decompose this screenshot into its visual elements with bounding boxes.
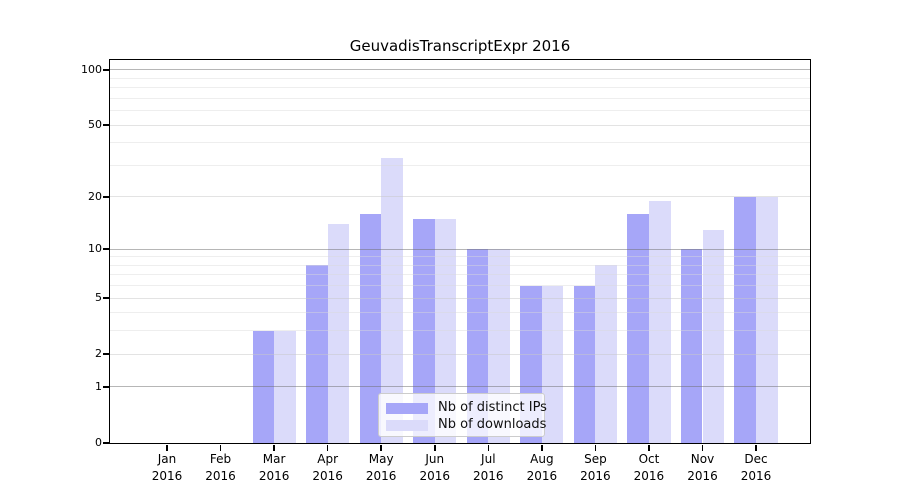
gridline-minor-80	[110, 87, 810, 89]
x-tick-label-may-2016: May 2016	[365, 452, 397, 483]
x-tick-may	[380, 444, 382, 451]
y-tick-label-2: 2	[95, 347, 102, 361]
gridline-mid-5	[110, 297, 810, 299]
x-tick-label-oct-2016: Oct 2016	[633, 452, 665, 483]
gridline-minor-70	[110, 97, 810, 99]
x-tick-dec	[755, 444, 757, 451]
legend-item-downloads: Nb of downloads	[386, 417, 547, 433]
bar-downloads-nov	[702, 229, 725, 443]
x-tick-aug	[541, 444, 543, 451]
gridline-minor-7	[110, 274, 810, 276]
gridline-major-10	[110, 248, 810, 250]
gridline-minor-90	[110, 77, 810, 79]
y-tick-100	[102, 69, 109, 71]
y-tick-label-0: 0	[95, 436, 102, 449]
legend-swatch-downloads	[386, 419, 428, 431]
gridline-minor-4	[110, 312, 810, 314]
x-tick-label-feb-2016: Feb 2016	[205, 452, 236, 483]
gridline-minor-6	[110, 285, 810, 287]
gridline-minor-60	[110, 110, 810, 112]
x-tick-feb	[219, 444, 222, 451]
gridline-minor-9	[110, 256, 810, 258]
legend-swatch-distinct-ips	[386, 402, 428, 414]
bar-distinct-ips-dec	[734, 196, 757, 443]
y-tick-1	[102, 386, 109, 388]
gridline-minor-40	[110, 142, 810, 144]
bar-downloads-oct	[648, 200, 671, 443]
gridline-mid-50	[110, 124, 810, 126]
bar-distinct-ips-oct	[627, 213, 649, 443]
bar-distinct-ips-sep	[573, 285, 596, 443]
y-tick-label-20: 20	[88, 189, 102, 203]
x-tick-jan	[166, 444, 168, 451]
y-tick-50	[102, 124, 109, 126]
gridline-mid-2	[110, 353, 810, 355]
x-tick-label-mar-2016: Mar 2016	[258, 452, 290, 483]
x-tick-nov	[701, 444, 704, 451]
gridline-major-100	[110, 69, 810, 71]
bar-distinct-ips-may	[359, 213, 382, 443]
x-tick-label-jan-2016: Jan 2016	[151, 452, 183, 483]
y-tick-label-100: 100	[81, 62, 102, 76]
y-tick-5	[102, 297, 109, 299]
bar-downloads-apr	[327, 224, 350, 443]
x-tick-label-aug-2016: Aug 2016	[526, 452, 558, 483]
x-tick-sep	[594, 444, 597, 451]
gridline-mid-20	[110, 196, 810, 198]
y-tick-2	[102, 353, 109, 355]
bar-downloads-aug	[541, 285, 564, 443]
x-tick-label-jun-2016: Jun 2016	[419, 452, 451, 483]
legend-label-downloads: Nb of downloads	[438, 417, 547, 432]
gridline-minor-30	[110, 164, 810, 166]
x-tick-label-sep-2016: Sep 2016	[580, 452, 611, 483]
x-tick-jun	[434, 444, 436, 451]
x-tick-label-nov-2016: Nov 2016	[687, 452, 718, 483]
legend-label-distinct-ips: Nb of distinct IPs	[438, 400, 547, 415]
gridline-minor-8	[110, 264, 810, 266]
legend: Nb of distinct IPs Nb of downloads	[378, 393, 547, 437]
x-tick-oct	[648, 444, 650, 451]
y-tick-0	[102, 442, 109, 444]
x-tick-label-apr-2016: Apr 2016	[312, 452, 343, 483]
bar-distinct-ips-nov	[680, 249, 703, 443]
x-tick-label-dec-2016: Dec 2016	[740, 452, 772, 483]
plot-area: Nb of distinct IPs Nb of downloads	[102, 58, 811, 451]
chart-title: GeuvadisTranscriptExpr 2016	[349, 37, 571, 55]
x-tick-label-jul-2016: Jul 2016	[473, 452, 504, 483]
y-tick-20	[102, 196, 109, 198]
x-tick-mar	[273, 444, 275, 451]
x-tick-apr	[326, 444, 329, 451]
y-tick-label-1: 1	[95, 379, 102, 393]
y-tick-label-10: 10	[88, 242, 102, 256]
legend-item-distinct-ips: Nb of distinct IPs	[386, 400, 547, 416]
x-tick-jul	[487, 444, 490, 451]
bar-downloads-may	[381, 157, 403, 443]
bar-downloads-dec	[756, 196, 778, 443]
y-tick-10	[102, 248, 109, 250]
gridline-minor-3	[110, 330, 810, 332]
y-tick-label-50: 50	[88, 118, 102, 132]
y-tick-label-5: 5	[95, 291, 102, 305]
gridline-major-1	[110, 386, 810, 388]
